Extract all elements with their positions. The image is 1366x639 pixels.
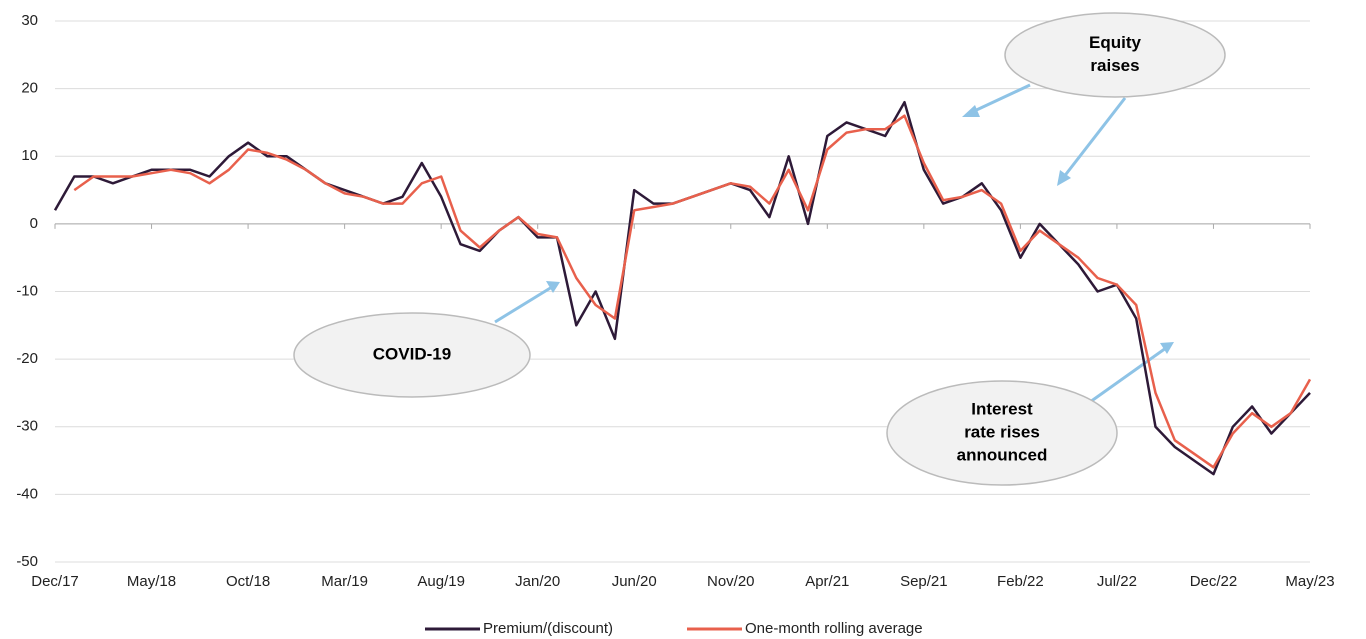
y-tick-label: -30 <box>16 418 38 435</box>
y-tick-label: -10 <box>16 282 38 299</box>
x-tick-label: Dec/22 <box>1190 573 1238 590</box>
annotation-text: COVID-19 <box>373 344 451 363</box>
series-line <box>73 114 1312 469</box>
y-tick-label: 20 <box>21 80 38 97</box>
x-tick-label: Feb/22 <box>997 573 1044 590</box>
x-tick-label: Mar/19 <box>321 573 368 590</box>
annotation-bubble <box>1004 12 1226 98</box>
legend-label: Premium/(discount) <box>483 620 613 637</box>
arrow <box>1061 97 1127 179</box>
x-tick-label: May/18 <box>127 573 176 590</box>
y-tick-label: 10 <box>21 147 38 164</box>
annotation-shapes <box>494 83 1174 404</box>
annotation-text: rate rises <box>964 422 1040 441</box>
arrow <box>1089 346 1167 404</box>
x-tick-label: Nov/20 <box>707 573 755 590</box>
x-tick-label: May/23 <box>1285 573 1334 590</box>
x-tick-label: Apr/21 <box>805 573 849 590</box>
annotation-text: Interest <box>971 399 1033 418</box>
annotation-text: Equity <box>1089 33 1141 52</box>
arrowhead <box>962 105 980 117</box>
arrow <box>969 83 1031 115</box>
y-tick-label: -20 <box>16 350 38 367</box>
annotation-text: announced <box>957 445 1048 464</box>
arrowhead <box>1160 342 1174 354</box>
y-tick-label: 30 <box>21 12 38 29</box>
annotation-bubble <box>886 380 1118 486</box>
arrowhead <box>1057 170 1071 186</box>
arrow <box>494 285 553 324</box>
x-tick-label: Jun/20 <box>612 573 657 590</box>
y-tick-label: 0 <box>30 215 38 232</box>
x-tick-label: Sep/21 <box>900 573 948 590</box>
x-tick-label: Jul/22 <box>1097 573 1137 590</box>
y-tick-label: -50 <box>16 553 38 570</box>
y-tick-label: -40 <box>16 485 38 502</box>
x-tick-label: Jan/20 <box>515 573 560 590</box>
grid <box>54 20 1311 563</box>
x-tick-label: Aug/19 <box>417 573 465 590</box>
x-tick-label: Oct/18 <box>226 573 270 590</box>
annotation-text: raises <box>1090 56 1139 75</box>
arrowhead <box>546 281 560 293</box>
legend-label: One-month rolling average <box>745 620 923 637</box>
annotation-bubble <box>293 312 531 398</box>
x-tick-label: Dec/17 <box>31 573 79 590</box>
